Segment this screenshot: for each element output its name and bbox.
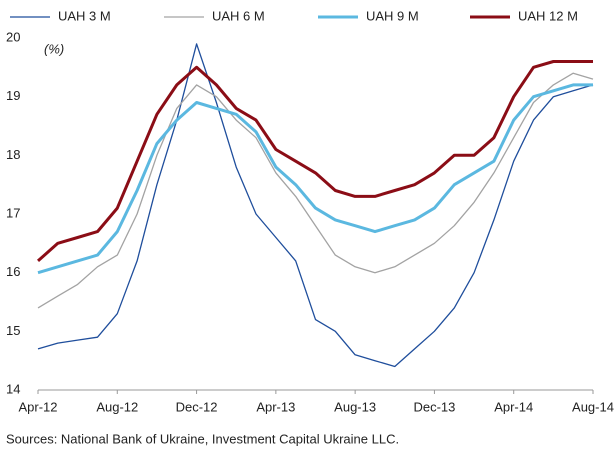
legend-label: UAH 3 M <box>58 8 111 23</box>
y-tick-label: 20 <box>6 29 20 44</box>
series-line <box>37 60 593 263</box>
series-line <box>37 72 594 309</box>
x-tick-label: Apr-12 <box>18 399 57 414</box>
legend-label: UAH 6 M <box>212 8 265 23</box>
x-tick-label: Aug-12 <box>96 399 138 414</box>
series-line <box>37 43 594 368</box>
y-tick-label: 17 <box>6 205 20 220</box>
y-tick-label: 18 <box>6 147 20 162</box>
x-tick-label: Apr-13 <box>256 399 295 414</box>
y-axis-label: (%) <box>44 41 64 56</box>
y-tick-label: 15 <box>6 323 20 338</box>
source-note: Sources: National Bank of Ukraine, Inves… <box>6 431 399 446</box>
legend-label: UAH 9 M <box>366 8 419 23</box>
y-tick-label: 16 <box>6 264 20 279</box>
x-tick-label: Aug-14 <box>572 399 614 414</box>
y-tick-label: 19 <box>6 88 20 103</box>
x-tick-label: Apr-14 <box>494 399 533 414</box>
x-tick-label: Aug-13 <box>334 399 376 414</box>
x-tick-label: Dec-12 <box>176 399 218 414</box>
series-line <box>37 83 593 275</box>
x-tick-label: Dec-13 <box>413 399 455 414</box>
y-tick-label: 14 <box>6 381 20 396</box>
legend-label: UAH 12 M <box>518 8 578 23</box>
